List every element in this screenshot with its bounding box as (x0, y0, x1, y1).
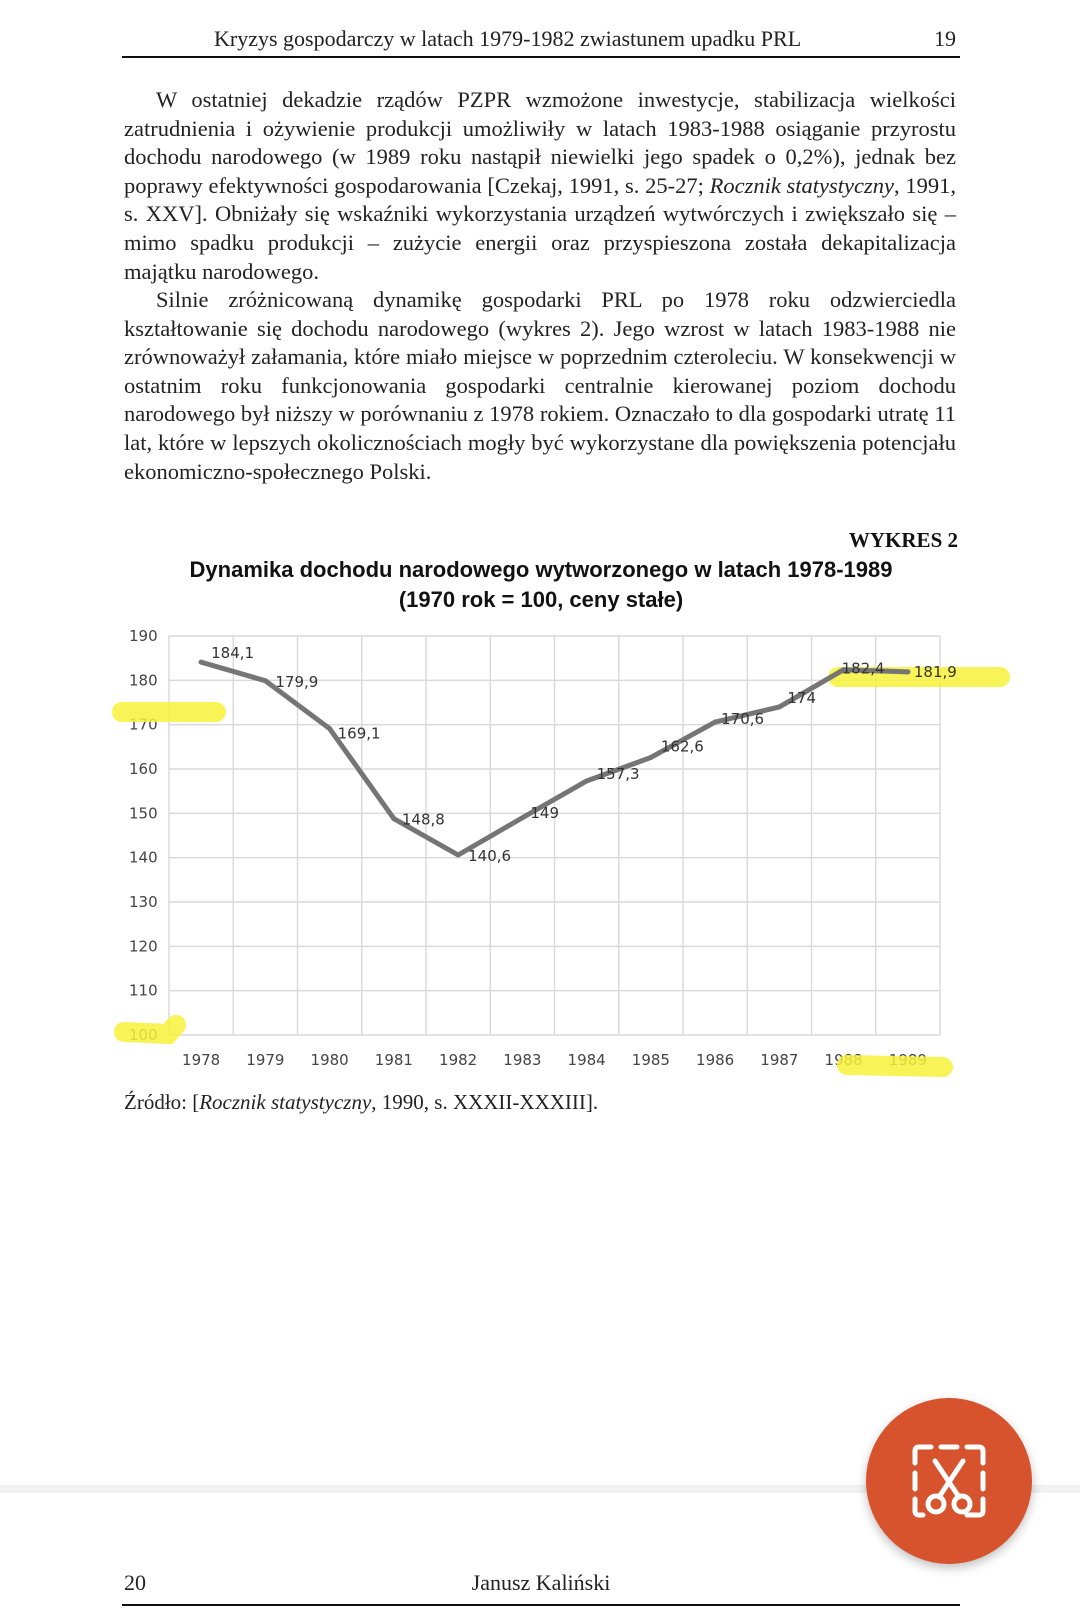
chart-title-line1: Dynamika dochodu narodowego wytworzonego… (189, 557, 893, 582)
data-point (776, 704, 782, 710)
data-label: 184,1 (211, 644, 254, 662)
source-prefix: Źródło: [ (124, 1090, 200, 1114)
x-tick-label: 1984 (568, 1051, 606, 1069)
data-label: 182,4 (842, 660, 885, 678)
screenshot-scissors-icon (912, 1444, 986, 1518)
data-point (198, 659, 204, 665)
paragraph-1-part1: W ostatniej dekadzie rządów PZPR wzmożon… (124, 87, 956, 198)
source-italic: Rocznik statystyczny (199, 1090, 372, 1114)
chart-title-line2: (1970 rok = 100, ceny stałe) (398, 587, 684, 612)
y-tick-label: 150 (129, 804, 158, 822)
y-tick-label: 160 (129, 760, 158, 778)
data-label: 179,9 (275, 673, 318, 691)
data-point (584, 778, 590, 784)
data-label: 170,6 (721, 710, 764, 728)
data-point (262, 678, 268, 684)
data-point (455, 852, 461, 858)
x-tick-label: 1978 (182, 1051, 220, 1069)
data-point (841, 667, 847, 673)
paragraph-1: W ostatniej dekadzie rządów PZPR wzmożon… (124, 86, 956, 286)
x-tick-label: 1980 (311, 1051, 349, 1069)
data-label: 140,6 (468, 847, 511, 865)
page-separator (0, 1485, 1080, 1493)
x-tick-label: 1986 (696, 1051, 734, 1069)
chart-label: WYKRES 2 (848, 528, 958, 552)
chart-source: Źródło: [Rocznik statystyczny, 1990, s. … (124, 1090, 598, 1115)
x-tick-label: 1987 (760, 1051, 798, 1069)
highlight-mark (114, 1015, 186, 1045)
page-number: 19 (934, 26, 956, 51)
y-tick-label: 180 (129, 671, 158, 689)
data-label: 181,9 (914, 663, 957, 681)
series-line (198, 659, 911, 858)
data-point (519, 815, 525, 821)
paragraph-1-citation-italic: Rocznik statystyczny (709, 172, 895, 198)
y-tick-label: 140 (129, 849, 158, 867)
footer-page-number: 20 (124, 1570, 146, 1595)
y-tick-label: 190 (129, 627, 158, 645)
y-tick-label: 120 (129, 937, 158, 955)
data-point (905, 669, 911, 675)
x-tick-label: 1985 (632, 1051, 670, 1069)
highlight-mark (837, 1055, 953, 1077)
paragraph-2-text: Silnie zróżnicowaną dynamikę gospodarki … (124, 287, 956, 484)
data-label: 162,6 (661, 737, 704, 755)
y-tick-label: 110 (129, 982, 158, 1000)
y-tick-label: 130 (129, 893, 158, 911)
screenshot-button[interactable] (866, 1398, 1032, 1564)
x-tick-label: 1981 (375, 1051, 413, 1069)
x-tick-label: 1982 (439, 1051, 477, 1069)
x-tick-label: 1979 (246, 1051, 284, 1069)
running-title: Kryzys gospodarczy w latach 1979-1982 zw… (214, 26, 802, 51)
footer-author: Janusz Kaliński (471, 1570, 611, 1595)
page-header: Kryzys gospodarczy w latach 1979-1982 zw… (122, 22, 960, 58)
data-label: 169,1 (338, 725, 381, 743)
paragraph-1-part2: , 1991, s. XXV]. Obniżały się wskaźniki … (124, 172, 956, 284)
data-label: 149 (530, 804, 559, 822)
data-point (327, 726, 333, 732)
data-label: 174 (787, 689, 816, 707)
source-suffix: , 1990, s. XXXII-XXXIII]. (371, 1090, 599, 1114)
data-point (648, 754, 654, 760)
data-point (391, 816, 397, 822)
data-label: 148,8 (402, 811, 445, 829)
x-tick-label: 1983 (503, 1051, 541, 1069)
data-point (712, 719, 718, 725)
paragraph-2: Silnie zróżnicowaną dynamikę gospodarki … (124, 286, 956, 486)
page-footer: 20 Janusz Kaliński (122, 1570, 960, 1606)
data-label: 157,3 (597, 765, 640, 783)
